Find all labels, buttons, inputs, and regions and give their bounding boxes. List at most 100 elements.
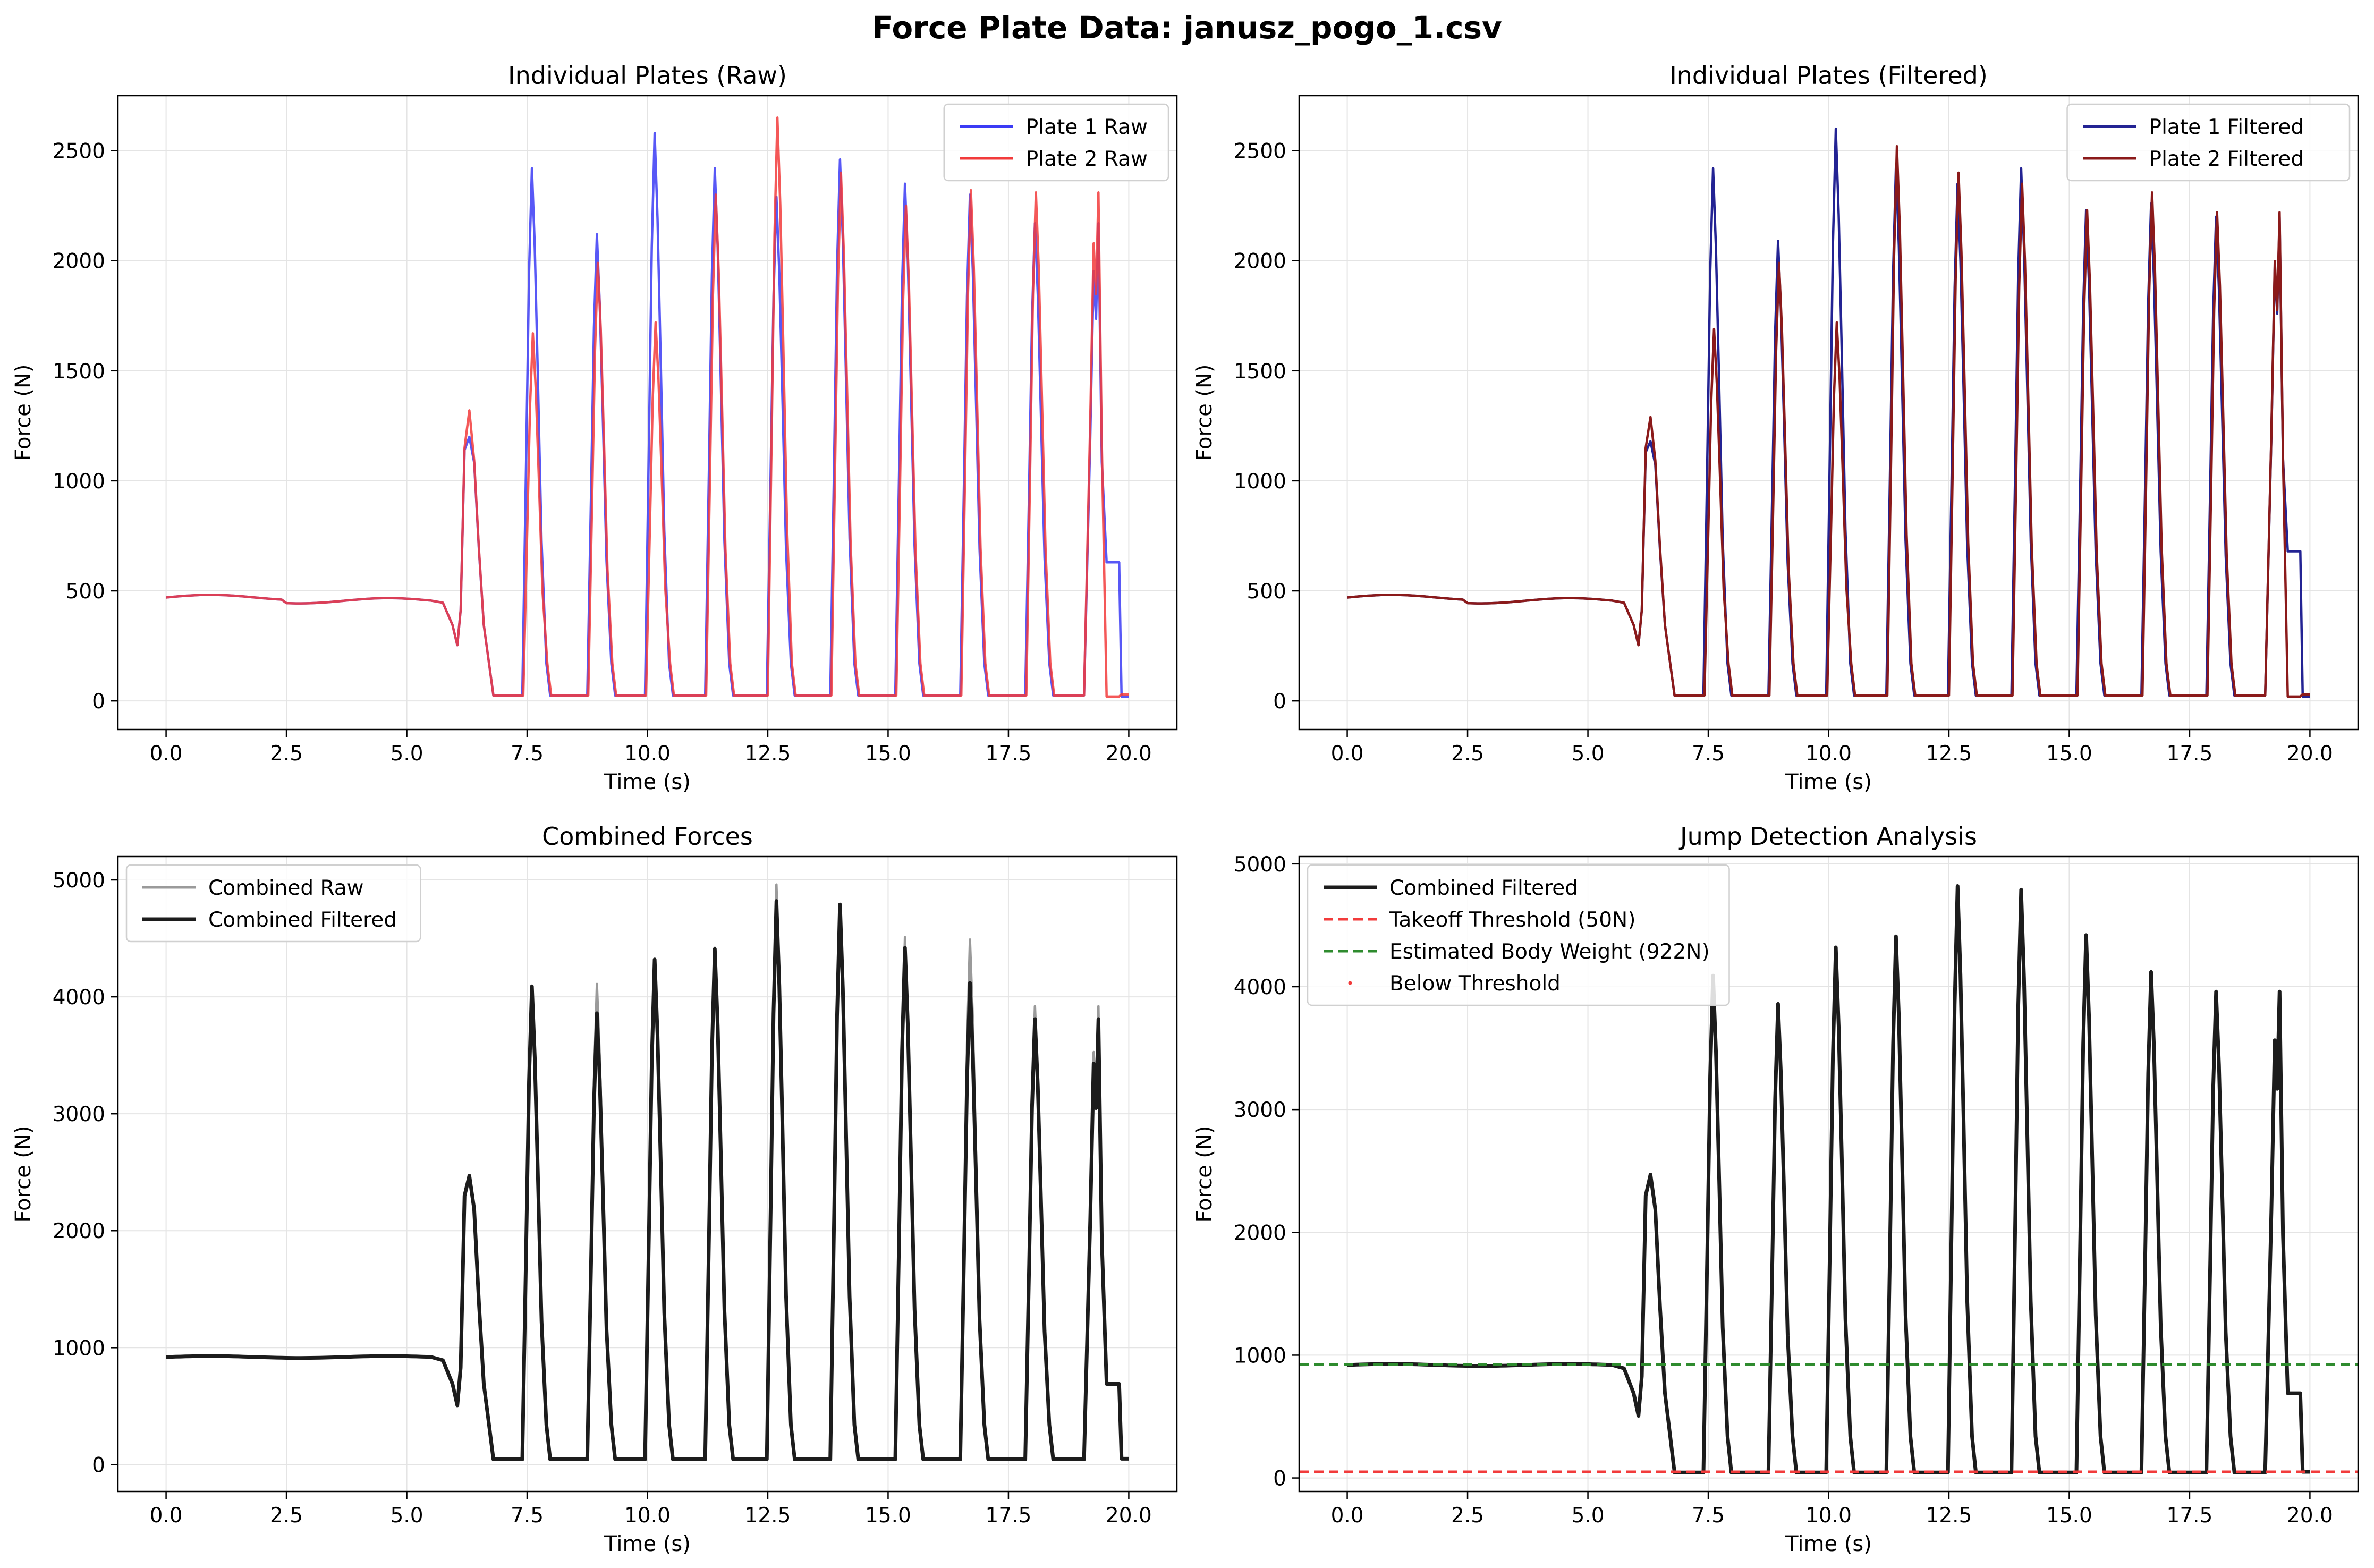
x-tick-label: 0.0 <box>1331 1504 1364 1528</box>
y-axis-label: Force (N) <box>11 1125 36 1222</box>
y-tick-label: 5000 <box>53 869 105 893</box>
series-line-0 <box>1347 884 2310 1474</box>
x-tick-label: 2.5 <box>1451 742 1484 766</box>
y-axis-label: Force (N) <box>11 364 36 461</box>
legend-label: Plate 1 Raw <box>1026 115 1148 139</box>
legend: Plate 1 Raw Plate 2 Raw <box>943 103 1169 182</box>
legend-box <box>943 103 1169 182</box>
y-tick-label: 0 <box>1273 690 1286 714</box>
chart-title: Combined Forces <box>542 822 753 851</box>
x-tick-label: 0.0 <box>1331 742 1364 766</box>
y-tick-label: 2000 <box>1234 1221 1286 1245</box>
x-tick-label: 17.5 <box>986 1504 1032 1528</box>
series-line-1 <box>1347 145 2310 698</box>
y-tick-label: 1500 <box>1234 360 1286 384</box>
y-tick-label: 500 <box>66 580 105 604</box>
y-axis-label: Force (N) <box>1192 364 1217 461</box>
x-tick-label: 12.5 <box>745 1504 791 1528</box>
chart-title: Individual Plates (Filtered) <box>1669 61 1988 90</box>
x-tick-label: 10.0 <box>624 1504 671 1528</box>
x-tick-label: 0.0 <box>150 1504 183 1528</box>
x-tick-label: 7.5 <box>1692 1504 1725 1528</box>
y-tick-label: 0 <box>92 1453 105 1477</box>
x-tick-label: 17.5 <box>986 742 1032 766</box>
plot-area <box>166 883 1129 1461</box>
x-tick-label: 15.0 <box>2046 1504 2092 1528</box>
y-tick-label: 0 <box>1273 1467 1286 1491</box>
plot-area <box>1299 884 2358 1474</box>
x-tick-label: 2.5 <box>270 742 303 766</box>
plot-area <box>1347 127 2310 698</box>
x-tick-label: 15.0 <box>865 742 911 766</box>
chart-panels: 0.0 2.5 5.0 7.5 10.0 12.5 15.0 17.5 20.0 0 500 1000… <box>11 61 2359 1556</box>
series-line-1 <box>166 116 1129 698</box>
series-line-1 <box>166 899 1129 1461</box>
legend-label: Plate 2 Raw <box>1026 147 1148 171</box>
x-tick-label: 12.5 <box>1926 1504 1972 1528</box>
y-tick-label: 4000 <box>53 986 105 1010</box>
x-tick-label: 5.0 <box>1572 742 1605 766</box>
x-tick-label: 2.5 <box>270 1504 303 1528</box>
chart-title: Individual Plates (Raw) <box>508 61 787 90</box>
x-tick-label: 12.5 <box>745 742 791 766</box>
x-tick-label: 20.0 <box>1106 742 1152 766</box>
chart-panel-2: 0.0 2.5 5.0 7.5 10.0 12.5 15.0 17.5 20.0 0 500 1000… <box>1192 61 2359 794</box>
legend-label: Combined Raw <box>208 876 364 900</box>
y-tick-label: 1000 <box>1234 470 1286 494</box>
legend-label: Plate 1 Filtered <box>2149 115 2304 139</box>
legend-label: Combined Filtered <box>208 908 397 932</box>
y-tick-label: 2500 <box>1234 140 1286 164</box>
x-tick-label: 20.0 <box>2287 742 2333 766</box>
legend-label: Takeoff Threshold (50N) <box>1389 908 1635 932</box>
x-tick-label: 12.5 <box>1926 742 1972 766</box>
legend-label: Plate 2 Filtered <box>2149 147 2304 171</box>
y-tick-label: 500 <box>1247 580 1286 604</box>
x-axis-label: Time (s) <box>1785 770 1872 794</box>
legend-box <box>2066 103 2351 182</box>
legend: Combined Filtered Takeoff Threshold (50N)… <box>1307 864 1730 1006</box>
y-tick-label: 2000 <box>53 1219 105 1243</box>
x-tick-label: 10.0 <box>624 742 671 766</box>
chart-title: Jump Detection Analysis <box>1678 822 1977 851</box>
legend: Plate 1 Filtered Plate 2 Filtered <box>2066 103 2351 182</box>
x-tick-label: 10.0 <box>1805 1504 1852 1528</box>
x-tick-label: 7.5 <box>511 742 544 766</box>
y-tick-label: 3000 <box>53 1103 105 1126</box>
legend-box <box>125 864 421 943</box>
y-axis-label: Force (N) <box>1192 1125 1217 1222</box>
x-tick-label: 15.0 <box>865 1504 911 1528</box>
legend-label: Combined Filtered <box>1389 876 1578 900</box>
y-tick-label: 2500 <box>53 140 105 164</box>
x-tick-label: 10.0 <box>1805 742 1852 766</box>
y-tick-label: 1500 <box>53 360 105 384</box>
y-tick-label: 4000 <box>1234 976 1286 999</box>
x-tick-label: 20.0 <box>2287 1504 2333 1528</box>
chart-panel-1: 0.0 2.5 5.0 7.5 10.0 12.5 15.0 17.5 20.0 0 500 1000… <box>11 61 1178 794</box>
plot-area <box>166 116 1129 698</box>
legend: Combined Raw Combined Filtered <box>125 864 421 943</box>
x-axis-label: Time (s) <box>1785 1532 1872 1556</box>
x-tick-label: 0.0 <box>150 742 183 766</box>
chart-panel-3: 0.0 2.5 5.0 7.5 10.0 12.5 15.0 17.5 20.0 0 1000 200… <box>11 822 1178 1556</box>
x-tick-label: 5.0 <box>1572 1504 1605 1528</box>
legend-label: Below Threshold <box>1389 972 1561 996</box>
x-axis-label: Time (s) <box>604 1532 691 1556</box>
legend-marker <box>1348 981 1352 985</box>
y-tick-label: 1000 <box>53 1336 105 1360</box>
x-tick-label: 17.5 <box>2167 1504 2213 1528</box>
x-axis-label: Time (s) <box>604 770 691 794</box>
figure-suptitle: Force Plate Data: janusz_pogo_1.csv <box>872 10 1502 46</box>
x-tick-label: 15.0 <box>2046 742 2092 766</box>
y-tick-label: 5000 <box>1234 853 1286 877</box>
x-tick-label: 5.0 <box>391 1504 423 1528</box>
y-tick-label: 0 <box>92 690 105 714</box>
x-tick-label: 7.5 <box>511 1504 544 1528</box>
y-tick-label: 3000 <box>1234 1098 1286 1122</box>
legend-label: Estimated Body Weight (922N) <box>1389 940 1710 964</box>
chart-panel-4: 0.0 2.5 5.0 7.5 10.0 12.5 15.0 17.5 20.0 0 1000 200… <box>1192 822 2359 1556</box>
x-tick-label: 20.0 <box>1106 1504 1152 1528</box>
y-tick-label: 1000 <box>1234 1344 1286 1368</box>
legend-box <box>1307 864 1730 1006</box>
y-tick-label: 1000 <box>53 470 105 494</box>
